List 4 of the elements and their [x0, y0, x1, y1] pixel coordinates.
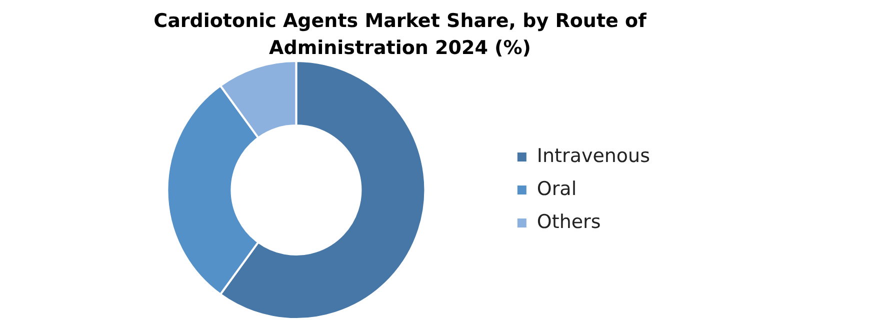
- legend-label: Oral: [536, 178, 577, 200]
- legend-label: Others: [536, 210, 601, 233]
- legend-label: Intravenous: [536, 144, 650, 167]
- chart-title: Cardiotonic Agents Market Share, by Route of Administration 2024 (%): [152, 9, 648, 61]
